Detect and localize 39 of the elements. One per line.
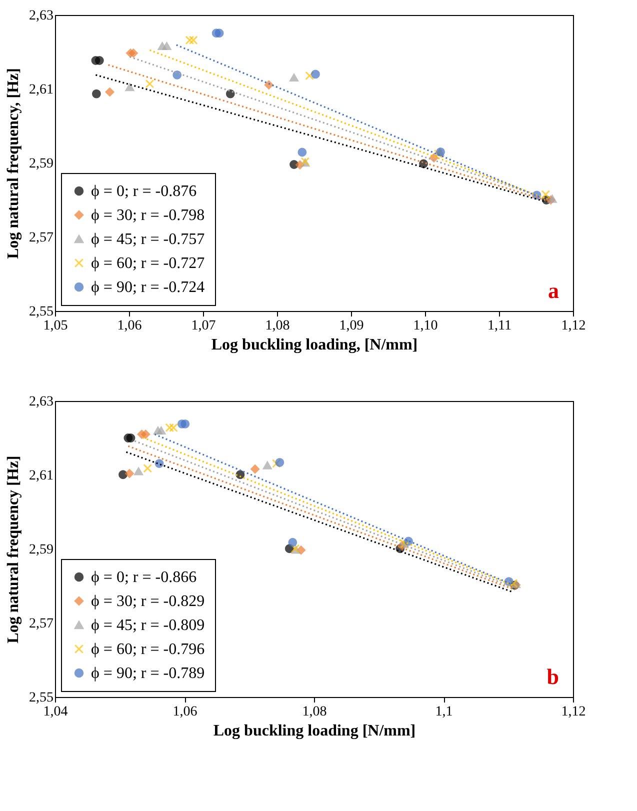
y-tick-label: 2,61 xyxy=(29,468,54,484)
y-tick-label: 2,57 xyxy=(29,230,54,246)
legend-label: ϕ = 45; r = -0.757 xyxy=(91,231,205,248)
y-axis-title: Log natural frequency [Hz] xyxy=(5,456,22,644)
x-tick-label: 1,08 xyxy=(265,318,290,334)
x-tick-label: 1,07 xyxy=(191,318,216,334)
y-tick-label: 2,57 xyxy=(29,616,54,632)
x-tick-label: 1,11 xyxy=(488,318,512,334)
x-tick-label: 1,04 xyxy=(43,704,68,720)
legend-label: ϕ = 90; r = -0.724 xyxy=(91,279,205,296)
legend-label: ϕ = 30; r = -0.829 xyxy=(91,593,205,610)
x-axis-title: Log buckling loading, [N/mm] xyxy=(211,336,418,354)
y-tick-label: 2,55 xyxy=(29,690,54,706)
legend-label: ϕ = 45; r = -0.809 xyxy=(91,617,205,634)
legend-label: ϕ = 90; r = -0.789 xyxy=(91,665,205,682)
y-tick-label: 2,61 xyxy=(29,82,54,98)
legend-label: ϕ = 60; r = -0.796 xyxy=(91,641,205,658)
y-axis-title: Log natural frequency, [Hz] xyxy=(5,68,22,259)
legend-label: ϕ = 60; r = -0.727 xyxy=(91,255,205,272)
x-tick-label: 1,1 xyxy=(435,704,453,720)
x-tick-label: 1,06 xyxy=(117,318,142,334)
legend-label: ϕ = 0; r = -0.876 xyxy=(91,183,197,200)
annotation: b xyxy=(546,664,559,689)
x-tick-label: 1,12 xyxy=(561,318,586,334)
y-tick-label: 2,59 xyxy=(29,156,54,172)
x-tick-label: 1,05 xyxy=(43,318,68,334)
annotation: a xyxy=(548,278,559,303)
y-tick-label: 2,63 xyxy=(29,8,54,24)
x-tick-label: 1,10 xyxy=(413,318,438,334)
y-tick-label: 2,55 xyxy=(29,304,54,320)
legend-label: ϕ = 30; r = -0.798 xyxy=(91,207,205,224)
legend-label: ϕ = 0; r = -0.866 xyxy=(91,569,197,586)
y-tick-label: 2,63 xyxy=(29,394,54,410)
y-tick-label: 2,59 xyxy=(29,542,54,558)
x-tick-label: 1,12 xyxy=(561,704,586,720)
x-tick-label: 1,09 xyxy=(339,318,364,334)
x-tick-label: 1,06 xyxy=(172,704,198,720)
x-tick-label: 1,08 xyxy=(302,704,327,720)
x-axis-title: Log buckling loading [N/mm] xyxy=(213,722,416,740)
